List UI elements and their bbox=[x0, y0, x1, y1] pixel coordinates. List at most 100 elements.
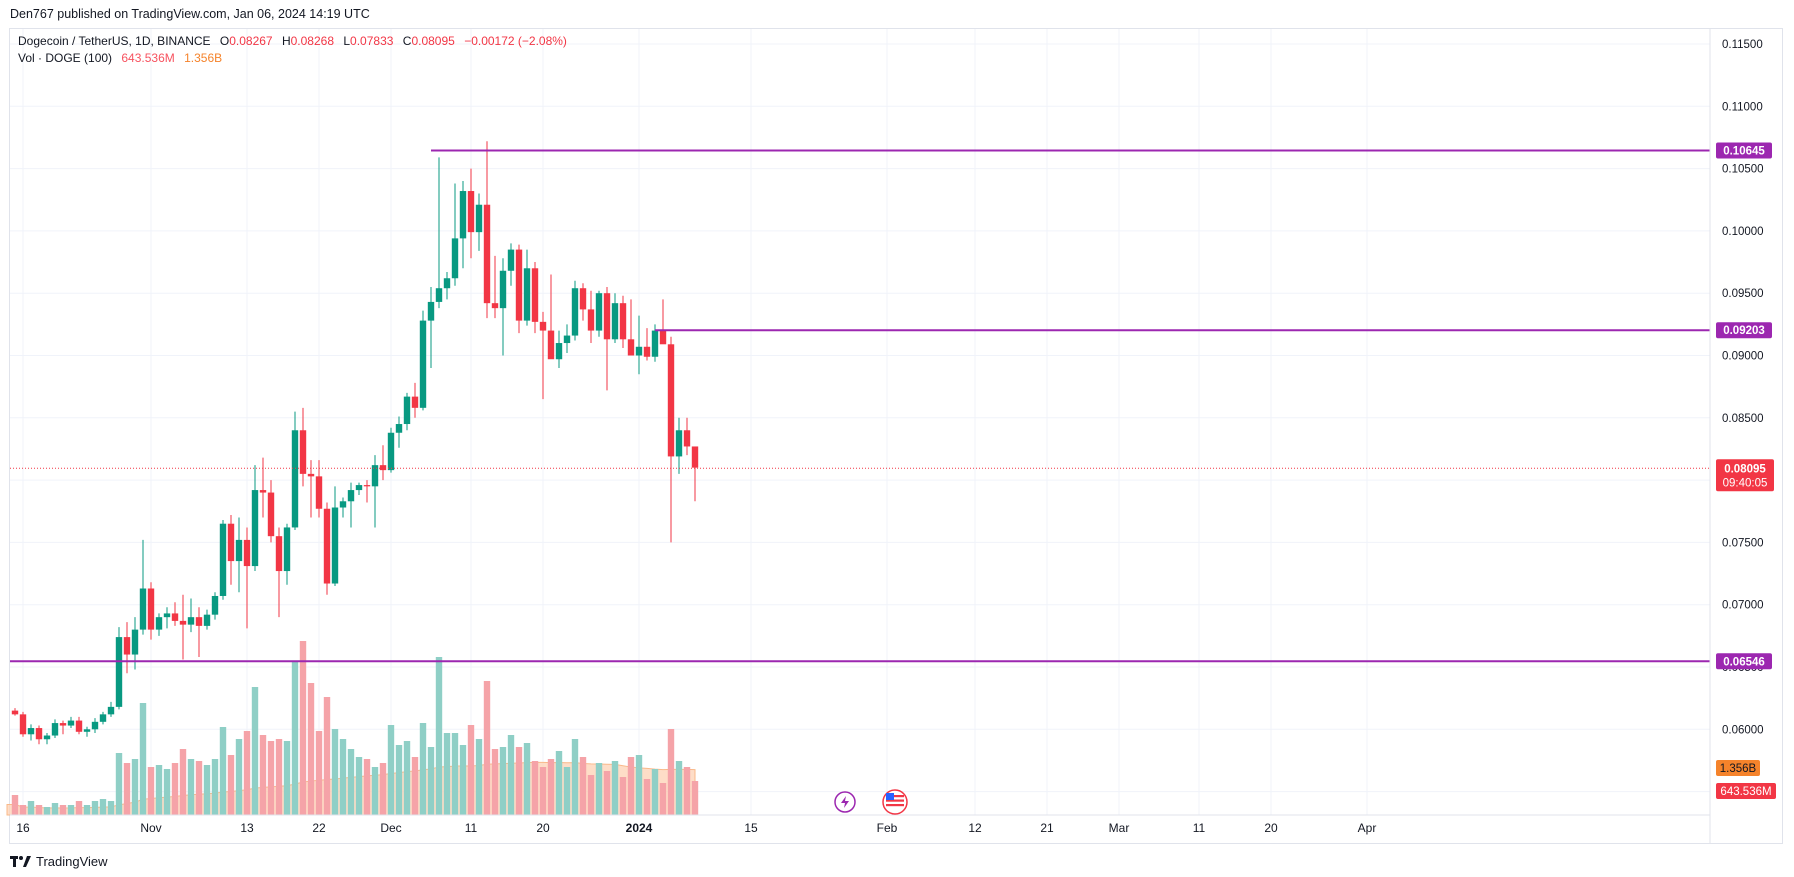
volume-value: 643.536M bbox=[121, 51, 175, 65]
candle bbox=[603, 286, 611, 391]
volume-bar bbox=[691, 781, 699, 815]
candle-body bbox=[83, 729, 91, 732]
candle-body bbox=[307, 473, 315, 477]
x-tick-label: 20 bbox=[1264, 821, 1278, 835]
volume-bar bbox=[363, 759, 371, 815]
candle bbox=[275, 527, 283, 618]
candle-body bbox=[243, 539, 251, 567]
candle bbox=[667, 336, 675, 543]
candle-body bbox=[547, 330, 555, 360]
volume-bar bbox=[443, 733, 451, 815]
x-tick-label: 11 bbox=[465, 821, 478, 835]
volume-bar bbox=[139, 703, 147, 815]
volume-bar bbox=[267, 741, 275, 815]
candle-body bbox=[563, 335, 571, 344]
candle-body bbox=[75, 720, 83, 732]
volume-bar bbox=[155, 765, 163, 815]
volume-bar bbox=[603, 771, 611, 815]
volume-bar bbox=[307, 683, 315, 815]
level-badge bbox=[1716, 653, 1772, 670]
candle-body bbox=[459, 191, 467, 239]
volume-ma-value: 1.356B bbox=[184, 51, 223, 65]
volume-bar bbox=[275, 739, 283, 815]
volume-bar bbox=[571, 739, 579, 815]
open-label: O bbox=[219, 34, 230, 48]
volume-bar bbox=[67, 805, 75, 815]
candle bbox=[251, 465, 259, 572]
volume-bar bbox=[643, 779, 651, 815]
volume-bar bbox=[563, 767, 571, 815]
candle bbox=[459, 181, 467, 269]
candle bbox=[307, 460, 315, 518]
volume-bar bbox=[283, 741, 291, 815]
horizontal-levels[interactable] bbox=[10, 149, 1710, 663]
lightning-icon[interactable] bbox=[834, 791, 856, 813]
candle bbox=[203, 609, 211, 630]
candle-body bbox=[395, 424, 403, 433]
candle bbox=[171, 602, 179, 626]
x-tick-label: Mar bbox=[1109, 821, 1130, 835]
x-tick-label: 11 bbox=[1193, 821, 1206, 835]
volume-label: Vol · DOGE (100) bbox=[18, 51, 113, 65]
volume-bar bbox=[299, 641, 307, 815]
candle bbox=[443, 272, 451, 300]
volume-ma-badge-label: 1.356B bbox=[1720, 763, 1757, 775]
candle-body bbox=[555, 343, 563, 360]
volume-bar bbox=[187, 759, 195, 815]
volume-bar bbox=[507, 735, 515, 815]
candle bbox=[67, 716, 75, 729]
candle bbox=[267, 480, 275, 543]
candle bbox=[595, 290, 603, 337]
volume-bar bbox=[291, 661, 299, 815]
candle-body bbox=[683, 430, 691, 447]
level-badge-label: 0.09203 bbox=[1723, 325, 1765, 337]
candle-body bbox=[635, 346, 643, 356]
chart-frame[interactable] bbox=[9, 28, 1783, 844]
volume-bar bbox=[635, 755, 643, 815]
candle-body bbox=[59, 723, 67, 726]
candle-body bbox=[355, 485, 363, 491]
volume-bar bbox=[387, 725, 395, 815]
candle-body bbox=[499, 270, 507, 309]
candle-body bbox=[139, 588, 147, 630]
last-price-label: 0.08095 bbox=[1724, 463, 1766, 475]
candle bbox=[643, 328, 651, 361]
volume-bar bbox=[651, 769, 659, 815]
candle-body bbox=[203, 614, 211, 626]
volume-bar bbox=[123, 763, 131, 815]
volume-badge-label: 643.536M bbox=[1720, 786, 1771, 798]
candle bbox=[355, 482, 363, 496]
candle-body bbox=[675, 430, 683, 457]
tradingview-footer[interactable]: TradingView bbox=[10, 851, 108, 871]
y-tick-label: 0.07000 bbox=[1722, 600, 1764, 612]
candle-body bbox=[91, 721, 99, 730]
candle-body bbox=[611, 303, 619, 340]
volume-bar bbox=[19, 805, 27, 815]
us-flag-icon[interactable] bbox=[882, 789, 908, 815]
volume-bar bbox=[491, 749, 499, 815]
volume-bar bbox=[523, 743, 531, 815]
x-tick-label: 16 bbox=[16, 821, 30, 835]
volume-bar bbox=[659, 783, 667, 815]
candle-body bbox=[427, 301, 435, 321]
candle bbox=[539, 311, 547, 400]
volume-bar bbox=[75, 801, 83, 815]
candle bbox=[395, 416, 403, 448]
event-icons[interactable] bbox=[834, 789, 908, 815]
candle bbox=[635, 315, 643, 375]
candle-body bbox=[619, 303, 627, 340]
candle bbox=[235, 517, 243, 593]
candle-body bbox=[299, 430, 307, 474]
last-price-badge bbox=[1716, 459, 1774, 492]
candle-body bbox=[339, 501, 347, 508]
candle bbox=[115, 627, 123, 710]
candle-body bbox=[491, 303, 499, 309]
candle-body bbox=[227, 523, 235, 562]
candle bbox=[587, 290, 595, 344]
y-tick-label: 0.09500 bbox=[1722, 288, 1764, 300]
candle bbox=[499, 258, 507, 356]
candle bbox=[675, 417, 683, 474]
candle bbox=[523, 249, 531, 326]
x-tick-label: 20 bbox=[536, 821, 550, 835]
